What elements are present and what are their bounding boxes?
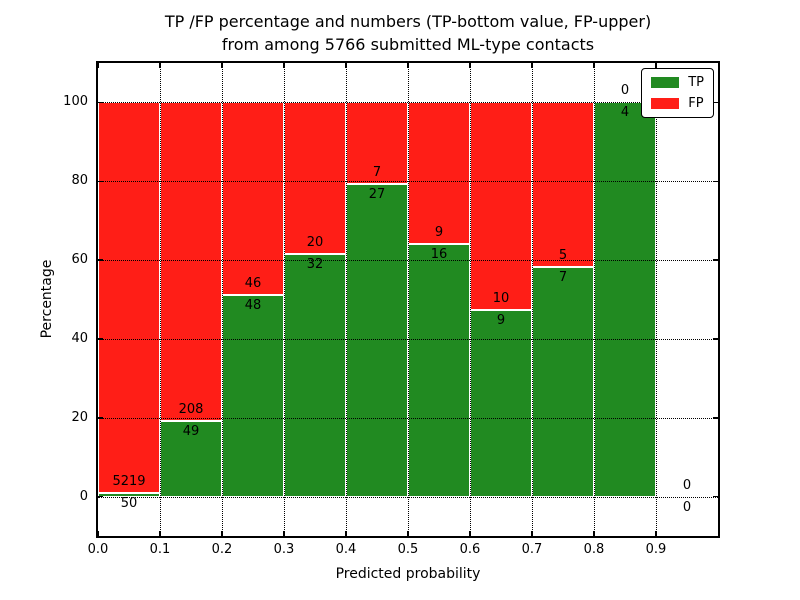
fp-bar-segment bbox=[346, 102, 408, 184]
x-tick-label: 0.0 bbox=[87, 542, 109, 557]
fp-count-label: 46 bbox=[244, 276, 262, 292]
tp-bar-segment bbox=[222, 295, 284, 497]
x-tick-label: 0.4 bbox=[335, 542, 357, 557]
fp-bar-segment bbox=[98, 102, 160, 493]
fp-bar-segment bbox=[470, 102, 532, 310]
bars-layer bbox=[98, 63, 718, 536]
fp-bar-segment bbox=[532, 102, 594, 267]
tp-bar-segment bbox=[98, 492, 160, 497]
tp-count-label: 48 bbox=[244, 298, 262, 314]
tp-count-label: 4 bbox=[620, 105, 630, 121]
tp-bar-segment bbox=[284, 254, 346, 497]
tp-count-label: 50 bbox=[120, 495, 138, 511]
chart-title-line1: TP /FP percentage and numbers (TP-bottom… bbox=[164, 12, 652, 31]
fp-count-label: 5219 bbox=[112, 473, 146, 489]
fp-count-label: 208 bbox=[178, 402, 204, 418]
tp-count-label: 49 bbox=[182, 424, 200, 440]
fp-count-label: 7 bbox=[372, 164, 382, 180]
x-tick-label: 0.2 bbox=[211, 542, 233, 557]
fp-legend-swatch bbox=[651, 98, 680, 109]
y-tick-label: 60 bbox=[71, 252, 88, 268]
tp-legend-swatch bbox=[651, 77, 680, 88]
tp-count-label: 9 bbox=[496, 312, 506, 328]
x-tick-label: 0.7 bbox=[521, 542, 543, 557]
legend: TP FP bbox=[641, 68, 714, 118]
fp-bar-segment bbox=[160, 102, 222, 422]
fp-legend-label: FP bbox=[688, 96, 704, 111]
chart-title-line2: from among 5766 submitted ML-type contac… bbox=[221, 35, 595, 54]
plot-area: 5219 50 208 49 46 48 20 32 7 27 9 16 10 9 5 7 0 4 0 0 TP FP bbox=[96, 61, 720, 538]
y-tick-label: 100 bbox=[63, 94, 88, 110]
tp-legend-label: TP bbox=[688, 75, 704, 90]
y-axis-label: Percentage bbox=[39, 259, 55, 339]
tp-count-label: 16 bbox=[430, 247, 448, 263]
fp-count-label: 5 bbox=[558, 247, 568, 263]
tp-count-label: 0 bbox=[682, 499, 692, 515]
x-axis-label: Predicted probability bbox=[335, 566, 481, 582]
fp-count-label: 0 bbox=[682, 477, 692, 493]
x-tick-label: 0.5 bbox=[397, 542, 419, 557]
y-tick-label: 40 bbox=[71, 330, 88, 346]
tp-count-label: 7 bbox=[558, 269, 568, 285]
x-tick-label: 0.3 bbox=[273, 542, 295, 557]
fp-count-label: 0 bbox=[620, 83, 630, 99]
legend-item-fp: FP bbox=[651, 97, 704, 110]
x-tick-label: 0.1 bbox=[149, 542, 171, 557]
fp-count-label: 20 bbox=[306, 235, 324, 250]
y-tick-label: 20 bbox=[71, 409, 88, 425]
tp-bar-segment bbox=[346, 183, 408, 497]
y-tick-label: 0 bbox=[79, 488, 88, 504]
x-tick-label: 0.6 bbox=[459, 542, 481, 557]
fp-count-label: 10 bbox=[492, 290, 510, 306]
tp-bar-segment bbox=[532, 266, 594, 497]
fp-count-label: 9 bbox=[434, 225, 444, 241]
chart-title: TP /FP percentage and numbers (TP-bottom… bbox=[96, 10, 720, 56]
fp-bar-segment bbox=[408, 102, 470, 245]
legend-item-tp: TP bbox=[651, 76, 704, 89]
value-labels-layer: 5219 50 208 49 46 48 20 32 7 27 9 16 10 9 5 7 0 4 0 0 bbox=[98, 63, 718, 536]
fp-bar-segment bbox=[284, 102, 346, 254]
tp-count-label: 27 bbox=[368, 186, 386, 202]
x-tick-label: 0.9 bbox=[645, 542, 667, 557]
tp-bar-segment bbox=[594, 102, 656, 497]
tp-count-label: 32 bbox=[306, 257, 324, 272]
y-tick-label: 80 bbox=[71, 173, 88, 189]
x-tick-label: 0.8 bbox=[583, 542, 605, 557]
